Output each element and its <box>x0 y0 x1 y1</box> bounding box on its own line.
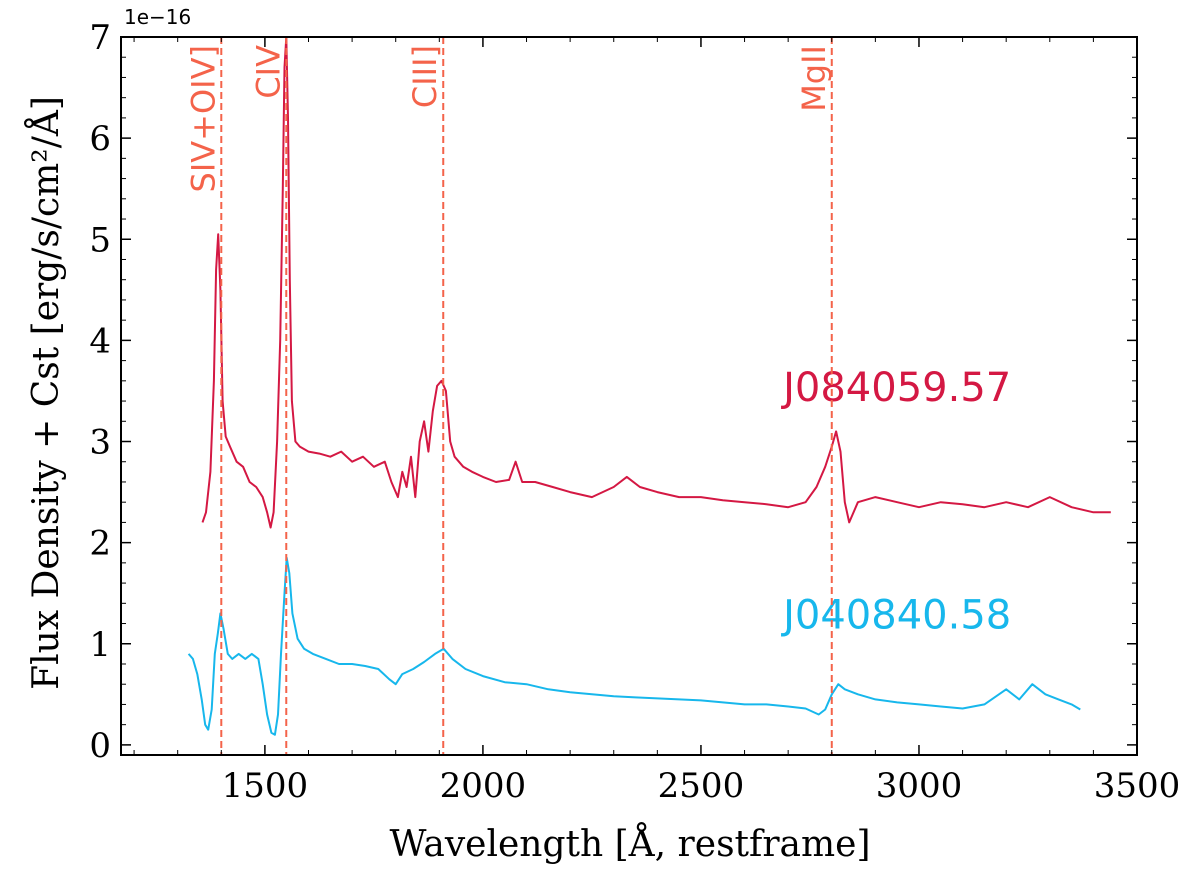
y-tick-label: 4 <box>89 321 111 361</box>
emission-line-label-ciii: CIII] <box>406 45 444 108</box>
series-line-j084059-57 <box>201 36 1111 529</box>
x-tick-label: 2500 <box>658 766 745 806</box>
y-axis-label: Flux Density + Cst [erg/s/cm²/Å] <box>25 96 67 690</box>
x-axis-label: Wavelength [Å, restframe] <box>390 823 871 865</box>
plot-marks: J084059.57 J040840.58 SIV+OIV] CIV CIII] MgII <box>184 36 1111 755</box>
y-tick-label: 1 <box>89 625 111 665</box>
plot-frame <box>120 36 1138 756</box>
series-line-j040840-58 <box>187 556 1081 736</box>
x-tick-label: 3500 <box>1094 766 1181 806</box>
series-label-j084059-57: J084059.57 <box>780 365 1011 411</box>
y-tick-label: 5 <box>89 220 111 260</box>
x-tick-label: 1500 <box>222 766 309 806</box>
emission-line-label-mgii: MgII <box>795 45 833 112</box>
y-tick-label: 0 <box>89 726 111 766</box>
y-tick-label: 6 <box>89 119 111 159</box>
x-tick-label: 3000 <box>876 766 963 806</box>
emission-line-label-siv-oiv: SIV+OIV] <box>184 45 222 192</box>
y-axis-multiplier: 1e−16 <box>124 5 191 29</box>
y-tick-label: 3 <box>89 423 111 463</box>
x-tick-label: 2000 <box>440 766 527 806</box>
emission-line-label-civ: CIV <box>249 45 287 99</box>
y-tick-label: 2 <box>89 524 111 564</box>
y-tick-label: 7 <box>89 18 111 58</box>
series-label-j040840-58: J040840.58 <box>780 593 1011 639</box>
axis-ticks: 1500 2000 2500 3000 3500 0 1 2 3 4 5 6 7 <box>89 18 1180 806</box>
